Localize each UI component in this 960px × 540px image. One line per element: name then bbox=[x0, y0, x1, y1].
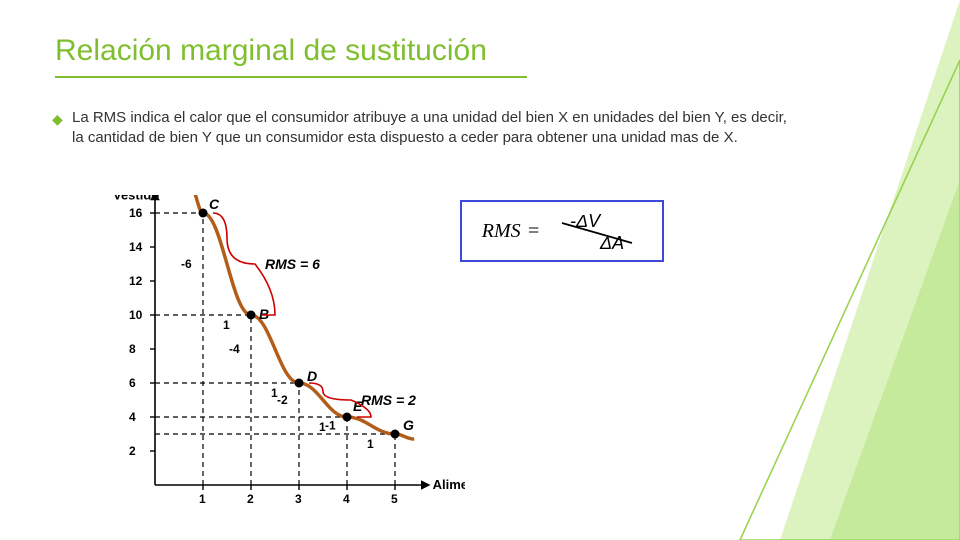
y-tick: 8 bbox=[129, 342, 136, 356]
y-tick: 16 bbox=[129, 206, 143, 220]
point-label: D bbox=[307, 368, 317, 384]
x-tick: 4 bbox=[343, 492, 350, 506]
formula-lhs: RMS bbox=[482, 220, 521, 243]
y-tick: 12 bbox=[129, 274, 143, 288]
x-tick: 1 bbox=[199, 492, 206, 506]
dx-label: 1 bbox=[223, 318, 230, 332]
data-point bbox=[343, 413, 352, 422]
dy-label: -2 bbox=[277, 393, 288, 407]
data-point bbox=[199, 209, 208, 218]
data-point bbox=[247, 311, 256, 320]
point-label: C bbox=[209, 196, 220, 212]
formula-box: RMS = -ΔV ΔA bbox=[460, 200, 664, 262]
slide-title: Relación marginal de sustitución bbox=[55, 34, 527, 78]
dy-label: -4 bbox=[229, 342, 240, 356]
rms-label: RMS = 2 bbox=[361, 392, 416, 408]
rms-label: RMS = 6 bbox=[265, 256, 320, 272]
y-tick: 6 bbox=[129, 376, 136, 390]
y-tick: 2 bbox=[129, 444, 136, 458]
indifference-chart: VestidoAlimentos12345246810121416CBDEG-6… bbox=[85, 195, 465, 525]
data-point bbox=[391, 430, 400, 439]
y-tick: 14 bbox=[129, 240, 143, 254]
formula-den: ΔA bbox=[599, 233, 624, 253]
dy-label: -1 bbox=[325, 419, 336, 433]
x-tick: 2 bbox=[247, 492, 254, 506]
formula-num: -ΔV bbox=[570, 211, 602, 231]
x-axis-label: Alimentos bbox=[433, 477, 465, 492]
point-label: G bbox=[403, 417, 414, 433]
dx-label: 1 bbox=[367, 437, 374, 451]
x-tick: 3 bbox=[295, 492, 302, 506]
formula-eq: = bbox=[527, 220, 541, 243]
bullet-icon: ◆ bbox=[52, 111, 63, 128]
x-tick: 5 bbox=[391, 492, 398, 506]
decorative-triangles bbox=[700, 0, 960, 540]
data-point bbox=[295, 379, 304, 388]
dy-label: -6 bbox=[181, 257, 192, 271]
point-label: B bbox=[259, 306, 269, 322]
y-axis-label: Vestido bbox=[113, 195, 159, 202]
y-tick: 10 bbox=[129, 308, 143, 322]
formula-fraction: -ΔV ΔA bbox=[552, 209, 642, 253]
bullet-text: La RMS indica el calor que el consumidor… bbox=[72, 108, 802, 149]
y-tick: 4 bbox=[129, 410, 136, 424]
